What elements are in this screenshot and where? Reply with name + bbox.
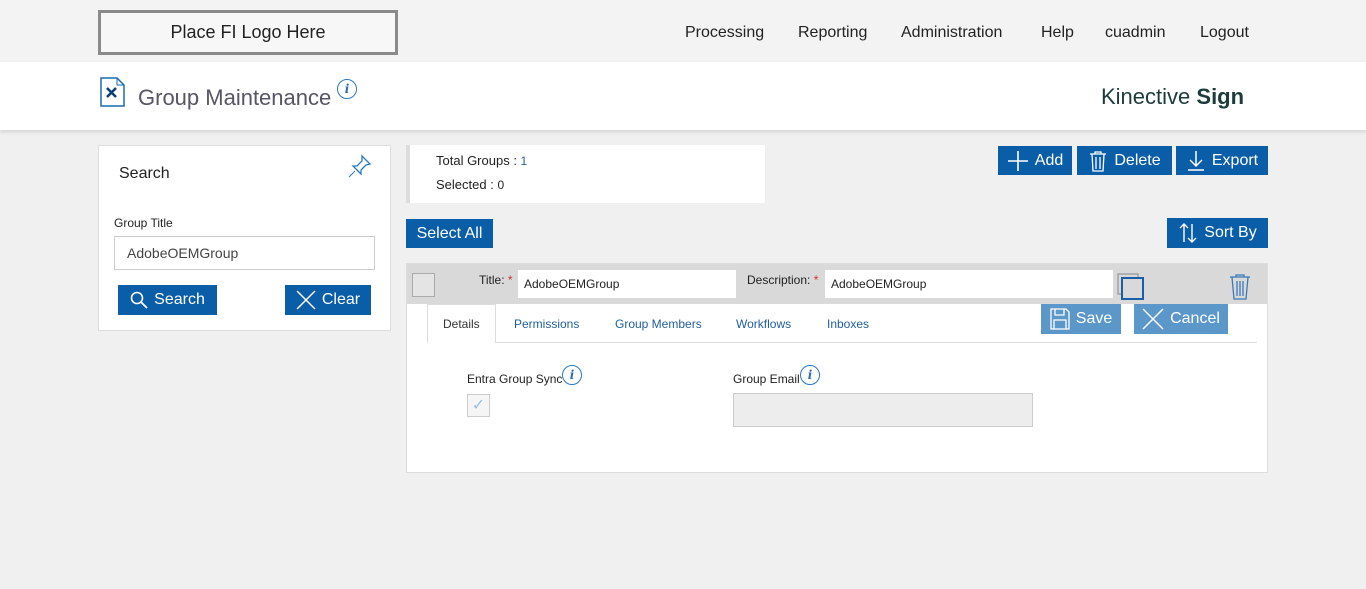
clear-button-label: Clear <box>321 291 361 308</box>
page-header <box>0 62 1366 130</box>
title-input[interactable] <box>518 270 736 298</box>
tab-group-members[interactable]: Group Members <box>615 317 702 331</box>
tab-details[interactable]: Details <box>443 317 480 331</box>
description-input[interactable] <box>825 270 1113 298</box>
nav-processing[interactable]: Processing <box>685 24 765 41</box>
sort-by-label: Sort By <box>1204 224 1257 241</box>
search-panel-title: Search <box>119 165 170 182</box>
nav-help[interactable]: Help <box>1041 24 1074 41</box>
download-icon <box>1187 150 1204 171</box>
export-button[interactable]: Export <box>1176 146 1268 175</box>
group-title-label: Group Title <box>114 216 173 230</box>
info-icon[interactable]: i <box>562 365 582 385</box>
title-label: Title: * <box>479 273 513 287</box>
tab-inboxes[interactable]: Inboxes <box>827 317 870 331</box>
search-icon <box>130 291 148 309</box>
pin-icon[interactable] <box>347 153 373 179</box>
clear-button[interactable]: Clear <box>285 285 371 315</box>
description-label: Description: * <box>747 273 819 287</box>
total-groups: Total Groups : 1 <box>436 153 528 168</box>
add-button[interactable]: Add <box>998 146 1072 175</box>
info-icon[interactable]: i <box>800 365 820 385</box>
group-email-input[interactable] <box>733 393 1033 427</box>
export-label: Export <box>1211 151 1259 169</box>
sort-by-button[interactable]: Sort By <box>1167 218 1268 248</box>
sort-icon <box>1179 223 1197 243</box>
delete-label: Delete <box>1114 151 1161 169</box>
cancel-label: Cancel <box>1170 310 1220 327</box>
save-button[interactable]: Save <box>1041 304 1121 334</box>
nav-administration[interactable]: Administration <box>901 24 1003 41</box>
group-maintenance-icon <box>100 77 125 107</box>
nav-reporting[interactable]: Reporting <box>798 24 868 41</box>
delete-button[interactable]: Delete <box>1077 146 1172 175</box>
trash-icon <box>1090 150 1107 172</box>
page-title: Group Maintenance <box>138 85 332 110</box>
tab-details-bg <box>427 304 496 343</box>
group-email-label: Group Email <box>733 372 800 386</box>
add-label: Add <box>1034 151 1064 169</box>
tab-divider <box>496 342 1257 343</box>
selected-count: Selected : 0 <box>436 177 505 192</box>
group-title-input[interactable] <box>114 236 375 270</box>
stats-panel <box>406 145 765 203</box>
close-icon <box>1142 308 1164 330</box>
info-icon[interactable]: i <box>337 79 357 99</box>
brand-logo: Kinective Sign <box>1101 84 1245 109</box>
trash-icon[interactable] <box>1228 273 1252 301</box>
tab-permissions[interactable]: Permissions <box>514 317 580 331</box>
search-button[interactable]: Search <box>118 285 217 315</box>
copy-icon[interactable] <box>1117 273 1145 301</box>
entra-group-sync-checkbox[interactable]: ✓ <box>467 394 490 417</box>
search-button-label: Search <box>154 291 205 308</box>
save-icon <box>1050 308 1070 330</box>
cancel-button[interactable]: Cancel <box>1134 304 1228 334</box>
entra-group-sync-label: Entra Group Sync <box>467 372 563 386</box>
tab-workflows[interactable]: Workflows <box>736 317 792 331</box>
close-icon <box>296 290 316 310</box>
nav-user[interactable]: cuadmin <box>1105 24 1166 41</box>
select-all-button[interactable]: Select All <box>406 219 493 248</box>
plus-icon <box>1007 150 1028 171</box>
logo-placeholder: Place FI Logo Here <box>98 10 398 55</box>
group-select-checkbox[interactable] <box>412 273 435 297</box>
nav-logout[interactable]: Logout <box>1200 24 1249 41</box>
save-label: Save <box>1075 310 1113 327</box>
